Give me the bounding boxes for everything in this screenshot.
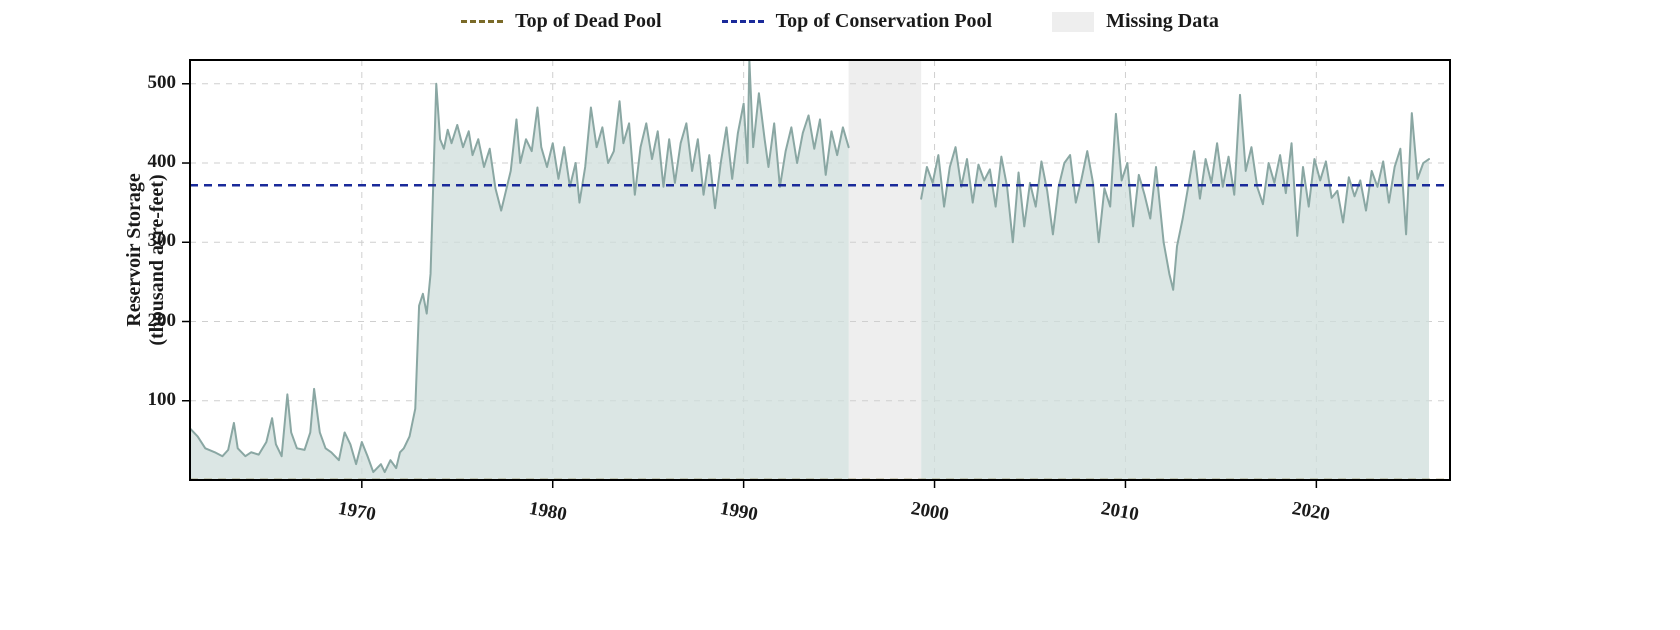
chart-container: Top of Dead Pool Top of Conservation Poo… bbox=[0, 0, 1680, 630]
y-tick-label: 200 bbox=[148, 310, 177, 332]
y-tick-label: 100 bbox=[148, 389, 177, 411]
y-tick-label: 400 bbox=[148, 151, 177, 173]
y-tick-label: 300 bbox=[148, 230, 177, 252]
reservoir-storage-chart bbox=[0, 0, 1680, 630]
y-tick-label: 500 bbox=[148, 72, 177, 94]
